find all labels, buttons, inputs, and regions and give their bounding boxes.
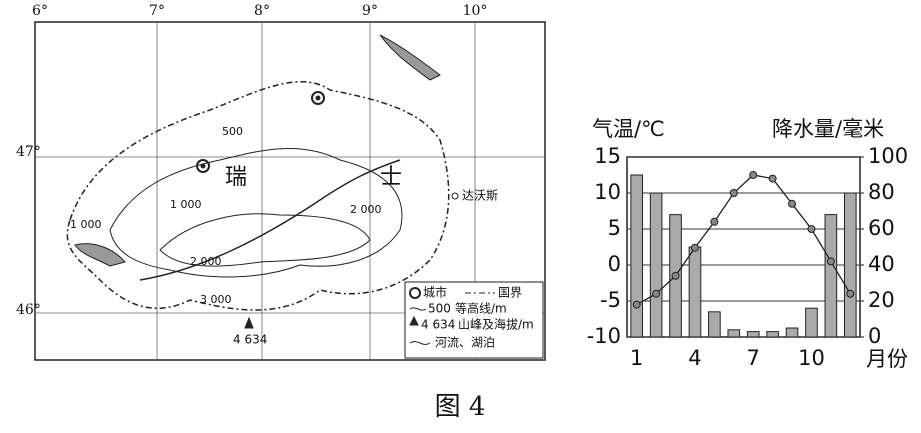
lake	[379, 34, 441, 81]
bar	[824, 214, 838, 338]
longitude-label: 10°	[463, 3, 488, 19]
legend-label: 等高线/m	[455, 301, 507, 316]
y2-tick-label: 40	[868, 252, 895, 276]
y2-tick-label: 20	[868, 288, 895, 312]
point	[652, 289, 661, 298]
city-label: 达沃斯	[462, 189, 498, 203]
y2-tick-label: 100	[868, 144, 908, 168]
latitude-label: 46°	[16, 302, 41, 318]
legend-label: 山峰及海拔/m	[458, 317, 534, 332]
river	[139, 159, 401, 281]
peak-label: 4 634	[233, 333, 267, 347]
bar	[843, 192, 857, 338]
point	[632, 300, 641, 309]
contour-label: 2 000	[350, 203, 382, 216]
x-tick-label: 4	[688, 346, 701, 370]
y-tick-label: 10	[594, 180, 621, 204]
legend-label: 城市	[423, 285, 447, 300]
contour-label: 1 000	[170, 198, 202, 211]
point	[690, 243, 699, 252]
legend-label: 500	[428, 302, 451, 316]
y-tick-label: 15	[594, 144, 621, 168]
point	[768, 174, 777, 183]
y-axis-title: 气温/℃	[592, 117, 665, 141]
bar	[708, 311, 721, 338]
y2-tick-label: 0	[868, 324, 881, 348]
map	[34, 21, 546, 361]
legend-label: 国界	[498, 286, 522, 300]
line	[636, 174, 851, 306]
border	[66, 81, 450, 311]
x-tick-label: 7	[747, 346, 760, 370]
longitude-label: 7°	[149, 3, 165, 19]
y-tick-label: -5	[600, 288, 621, 312]
x-tick-label: 1	[630, 346, 643, 370]
bar	[746, 331, 760, 338]
y-tick-label: -10	[587, 324, 621, 348]
legend-label: 河流、湖泊	[435, 335, 495, 350]
country-name: 瑞	[225, 165, 247, 190]
caption: 图 4	[435, 392, 486, 422]
point	[826, 257, 835, 266]
y2-tick-label: 60	[868, 216, 895, 240]
point	[710, 217, 719, 226]
contour-label: 2 000	[190, 255, 222, 268]
contour-label: 3 000	[200, 293, 232, 306]
bar	[766, 331, 779, 338]
legend-label: 4 634	[421, 318, 455, 332]
map-frame	[34, 21, 546, 361]
bar	[630, 174, 644, 338]
bar	[727, 329, 741, 338]
latitude-label: 47°	[16, 144, 41, 160]
legend-box	[404, 281, 544, 359]
bar	[649, 192, 663, 338]
bar	[805, 307, 818, 338]
point	[729, 189, 738, 197]
longitude-label: 9°	[362, 3, 378, 19]
point	[846, 289, 855, 298]
bar	[688, 246, 702, 338]
longitude-label: 6°	[32, 3, 48, 19]
x-tick-label: 10	[798, 346, 825, 370]
point	[749, 171, 758, 179]
y-tick-label: 5	[608, 216, 621, 240]
point	[788, 199, 797, 208]
country-name: 士	[380, 165, 402, 190]
longitude-label: 8°	[254, 3, 270, 19]
x-axis-title: 月份	[866, 347, 908, 371]
contour	[109, 147, 403, 278]
point	[671, 271, 680, 280]
y2-axis-title: 降水量/毫米	[772, 117, 884, 141]
contour-label: 500	[222, 125, 243, 138]
contour-label: 1 000	[70, 218, 102, 231]
point	[807, 225, 816, 233]
bar	[785, 327, 799, 338]
lake	[74, 243, 126, 267]
y-tick-label: 0	[608, 252, 621, 276]
contour	[159, 213, 371, 267]
y2-tick-label: 80	[868, 180, 895, 204]
